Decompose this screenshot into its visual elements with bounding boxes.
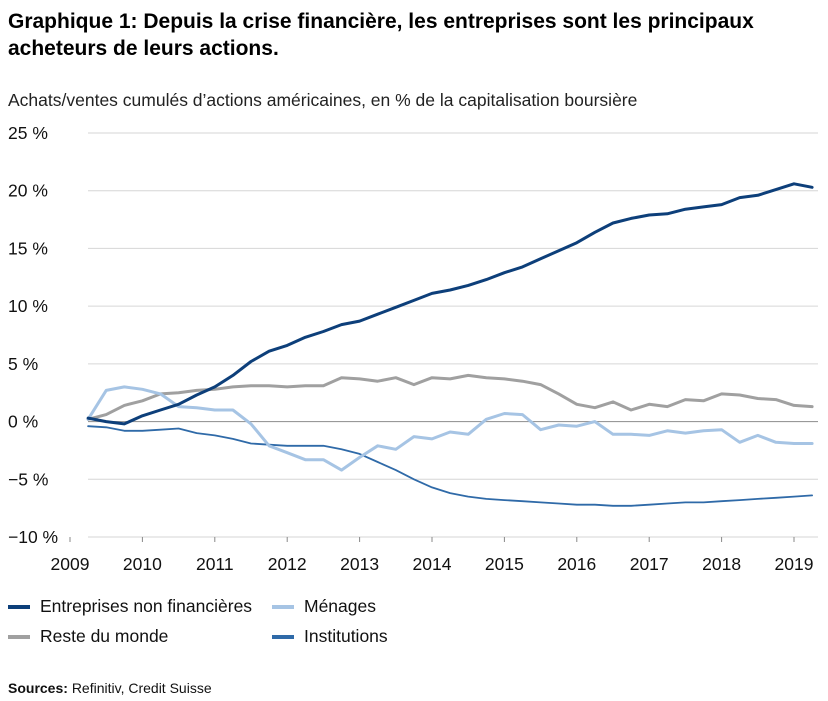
legend-label-institutions: Institutions [304,626,388,646]
legend-swatch-menages [272,604,294,609]
legend-item-reste: Reste du monde [8,626,168,647]
series-line-institutions [87,425,813,507]
x-tick-label: 2009 [51,554,90,574]
x-tick-label: 2014 [413,554,452,574]
legend-item-entreprises: Entreprises non financières [8,596,252,617]
y-tick-label: 5 % [8,354,38,374]
x-tick-label: 2018 [702,554,741,574]
x-tick-label: 2017 [630,554,669,574]
legend-label-entreprises: Entreprises non financières [40,596,253,616]
source-text: Refinitiv, Credit Suisse [71,680,212,696]
x-tick-label: 2019 [775,554,814,574]
legend-swatch-reste [8,634,30,639]
legend-swatch-institutions [272,634,294,639]
chart-title: Graphique 1: Depuis la crise financière,… [8,10,754,60]
x-tick-label: 2015 [485,554,524,574]
legend-swatch-entreprises [8,604,30,609]
y-tick-label: −5 % [8,469,48,489]
y-tick-label: −10 % [8,527,58,547]
y-tick-label: 20 % [8,181,48,201]
x-axis-tick-labels: 2009 2010 2011 2012 2013 2014 2015 2016 2017 2018… [51,537,814,574]
y-tick-label: 0 % [8,412,38,432]
legend-label-menages: Ménages [304,596,376,616]
legend-item-institutions: Institutions [272,626,388,647]
x-tick-label: 2012 [268,554,307,574]
legend-label-reste: Reste du monde [40,626,169,646]
legend: Entreprises non financières Ménages Rest… [8,596,608,650]
series-line-reste [86,373,814,421]
chart-subtitle: Achats/ventes cumulés d’actions américai… [8,90,638,110]
y-tick-label: 10 % [8,296,48,316]
x-tick-label: 2010 [123,554,162,574]
series-lines [86,182,814,507]
y-tick-label: 15 % [8,238,48,258]
grid-lines [88,132,818,538]
y-tick-label: 25 % [8,123,48,143]
x-tick-label: 2016 [557,554,596,574]
source-label: Sources: [8,680,68,696]
x-tick-label: 2013 [340,554,379,574]
series-line-entreprises [86,182,814,426]
y-axis-tick-labels: −10 % −5 % 0 % 5 % 10 % 15 % 20 % 25 % [8,123,58,547]
series-line-menages [86,385,814,472]
x-tick-label: 2011 [196,554,234,574]
source-note: Sources: Refinitiv, Credit Suisse [8,680,212,696]
legend-item-menages: Ménages [272,596,376,617]
